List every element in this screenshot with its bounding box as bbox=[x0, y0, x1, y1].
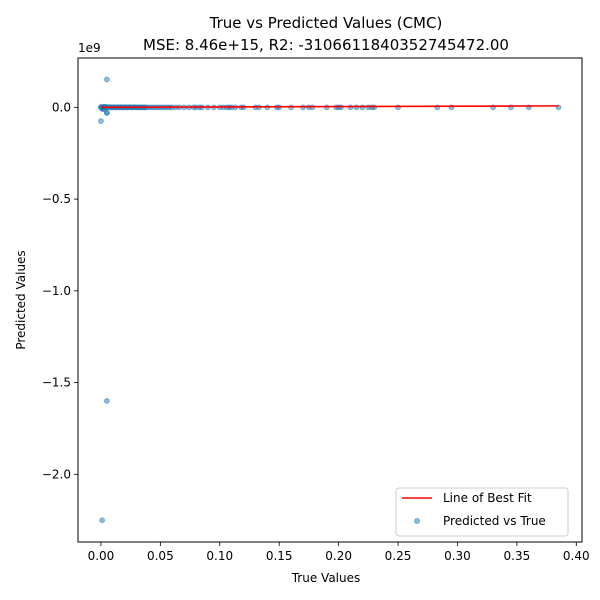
data-point bbox=[103, 398, 110, 404]
axis-ticks: 0.00 0.05 0.10 0.15 0.20 0.25 0.30 0.35 0.40 0.0 −… bbox=[42, 100, 590, 563]
chart-title-line2: MSE: 8.46e+15, R2: -3106611840352745472.… bbox=[143, 36, 509, 54]
y-tick-label: −1.5 bbox=[42, 376, 71, 390]
y-tick-label: −0.5 bbox=[42, 192, 71, 206]
data-point bbox=[99, 517, 106, 524]
legend-frame bbox=[395, 487, 569, 537]
y-tick-label: 0.0 bbox=[52, 100, 71, 114]
data-point bbox=[103, 76, 110, 83]
y-axis-label: Predicted Values bbox=[14, 250, 28, 349]
x-tick-label: 0.40 bbox=[563, 549, 590, 563]
best-fit-line bbox=[100, 105, 559, 109]
legend-point-swatch bbox=[414, 518, 420, 524]
data-point bbox=[359, 104, 366, 111]
x-tick-label: 0.20 bbox=[325, 549, 352, 563]
y-tick-label: −1.0 bbox=[42, 284, 71, 298]
y-tick-label: −2.0 bbox=[42, 467, 71, 481]
y-axis-offset-label: 1e9 bbox=[78, 41, 101, 55]
x-axis-label: True Values bbox=[291, 571, 361, 585]
x-tick-label: 0.15 bbox=[266, 549, 293, 563]
x-tick-label: 0.25 bbox=[385, 549, 412, 563]
x-tick-label: 0.30 bbox=[444, 549, 471, 563]
x-tick-label: 0.10 bbox=[206, 549, 233, 563]
data-point bbox=[371, 104, 378, 111]
legend-label-points: Predicted vs True bbox=[443, 514, 546, 528]
x-tick-label: 0.05 bbox=[147, 549, 174, 563]
axes-frame bbox=[77, 57, 583, 543]
legend-label-fit: Line of Best Fit bbox=[443, 491, 532, 505]
data-point bbox=[98, 118, 104, 125]
x-tick-label: 0.35 bbox=[504, 549, 531, 563]
chart-title-line1: True vs Predicted Values (CMC) bbox=[209, 14, 443, 32]
data-point bbox=[353, 104, 360, 111]
legend: Line of Best Fit Predicted vs True bbox=[395, 487, 569, 537]
plot-area bbox=[77, 57, 583, 543]
x-tick-label: 0.00 bbox=[88, 549, 115, 563]
